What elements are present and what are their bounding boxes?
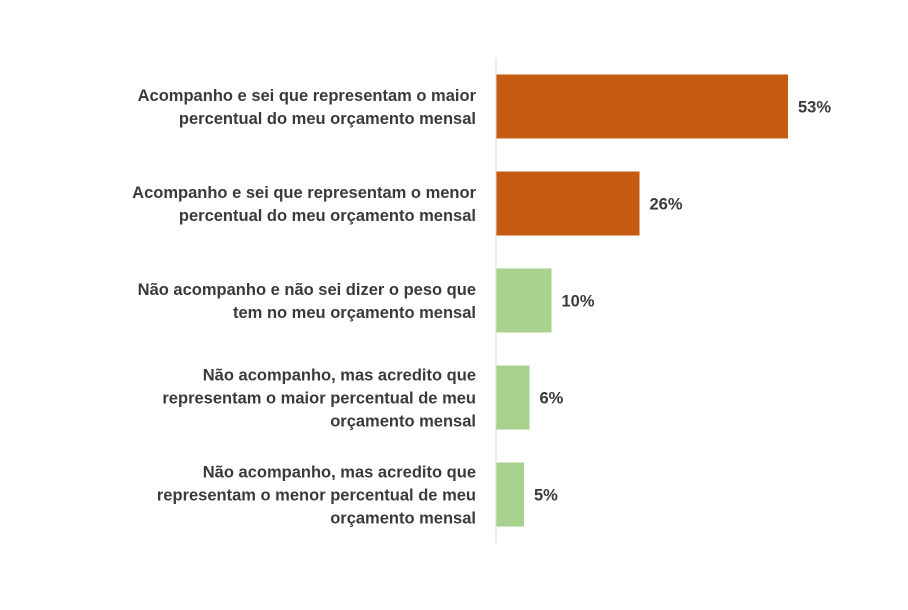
- category-label-line: orçamento mensal: [330, 413, 476, 431]
- value-label-1: 53%: [798, 99, 831, 117]
- category-label-line: percentual do meu orçamento mensal: [179, 207, 476, 225]
- bar-2: [496, 171, 640, 236]
- bar-5: [496, 462, 524, 527]
- category-label-line: percentual do meu orçamento mensal: [179, 110, 476, 128]
- category-label-line: Não acompanho e não sei dizer o peso que: [138, 281, 476, 299]
- category-label-3: Não acompanho e não sei dizer o peso que…: [138, 281, 476, 322]
- bar-1: [496, 74, 788, 139]
- category-label-2: Acompanho e sei que representam o menor p…: [132, 184, 476, 225]
- category-label-line: representam o menor percentual de meu: [157, 487, 476, 505]
- category-label-1: Acompanho e sei que representam o maior p…: [138, 87, 477, 128]
- value-label-2: 26%: [650, 196, 683, 214]
- category-label-line: orçamento mensal: [330, 510, 476, 528]
- category-label-line: Não acompanho, mas acredito que: [203, 367, 476, 385]
- bar-4: [496, 365, 530, 430]
- category-label-4: Não acompanho, mas acredito que represent…: [162, 367, 476, 431]
- category-label-line: Não acompanho, mas acredito que: [203, 464, 476, 482]
- category-label-line: Acompanho e sei que representam o menor: [132, 184, 476, 202]
- category-label-line: Acompanho e sei que representam o maior: [138, 87, 477, 105]
- category-label-line: tem no meu orçamento mensal: [233, 304, 476, 322]
- value-label-3: 10%: [562, 293, 595, 311]
- category-label-5: Não acompanho, mas acredito que represent…: [157, 464, 476, 528]
- category-label-line: representam o maior percentual de meu: [162, 390, 476, 408]
- value-label-4: 6%: [540, 390, 564, 408]
- value-label-5: 5%: [534, 487, 558, 505]
- bar-3: [496, 268, 552, 333]
